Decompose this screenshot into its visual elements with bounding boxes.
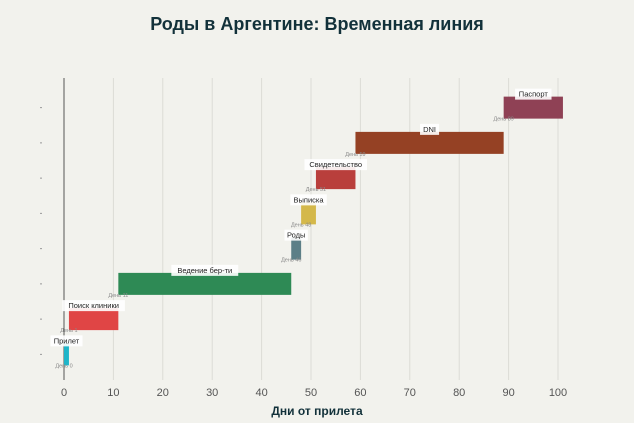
task-bar (503, 96, 563, 119)
x-tick-label: 100 (549, 387, 567, 399)
x-tick-label: 90 (502, 387, 514, 399)
task-bar (68, 308, 119, 331)
task-label: Ведение бер-ти (177, 266, 232, 275)
task-label-bg (62, 300, 125, 312)
task-label-bg (515, 88, 552, 100)
task-bar (291, 237, 302, 260)
task-start-label: День 0 (55, 363, 72, 369)
x-tick-label: 20 (157, 387, 169, 399)
chart-title: Роды в Аргентине: Временная линия (150, 14, 484, 34)
x-tick-label: 40 (255, 387, 267, 399)
task-label-bg (304, 159, 367, 171)
x-axis-label: Дни от прилета (271, 404, 363, 418)
task-label: DNI (423, 125, 436, 134)
task-start-label: День 89 (493, 117, 513, 123)
task-bar (301, 202, 316, 225)
task-label: Прилет (54, 336, 80, 345)
task-start-label: День 11 (108, 293, 128, 299)
task-bar (118, 272, 292, 295)
task-label: Выписка (294, 195, 325, 204)
task-label: Роды (287, 231, 305, 240)
x-tick-label: 50 (305, 387, 317, 399)
task-bar (355, 131, 504, 154)
task-start-label: День 48 (291, 222, 311, 228)
task-start-label: День 46 (281, 258, 301, 264)
x-tick-label: 30 (206, 387, 218, 399)
task-label: Паспорт (519, 90, 549, 99)
task-start-label: День 51 (306, 187, 326, 193)
x-tick-label: 10 (107, 387, 119, 399)
task-label-bg (50, 335, 83, 347)
x-tick-label: 60 (354, 387, 366, 399)
x-tick-label: 70 (404, 387, 416, 399)
task-bar (64, 343, 69, 366)
task-label-bg (420, 123, 440, 135)
x-tick-label: 80 (453, 387, 465, 399)
task-label: Поиск клиники (68, 301, 119, 310)
task-label: Свидетельство (309, 160, 362, 169)
task-start-label: День 1 (60, 328, 77, 334)
x-tick-label: 0 (61, 387, 67, 399)
task-start-label: День 59 (345, 152, 365, 158)
task-label-bg (290, 194, 327, 206)
task-bar (315, 167, 356, 190)
task-label-bg (171, 264, 239, 276)
task-label-bg (284, 229, 308, 241)
